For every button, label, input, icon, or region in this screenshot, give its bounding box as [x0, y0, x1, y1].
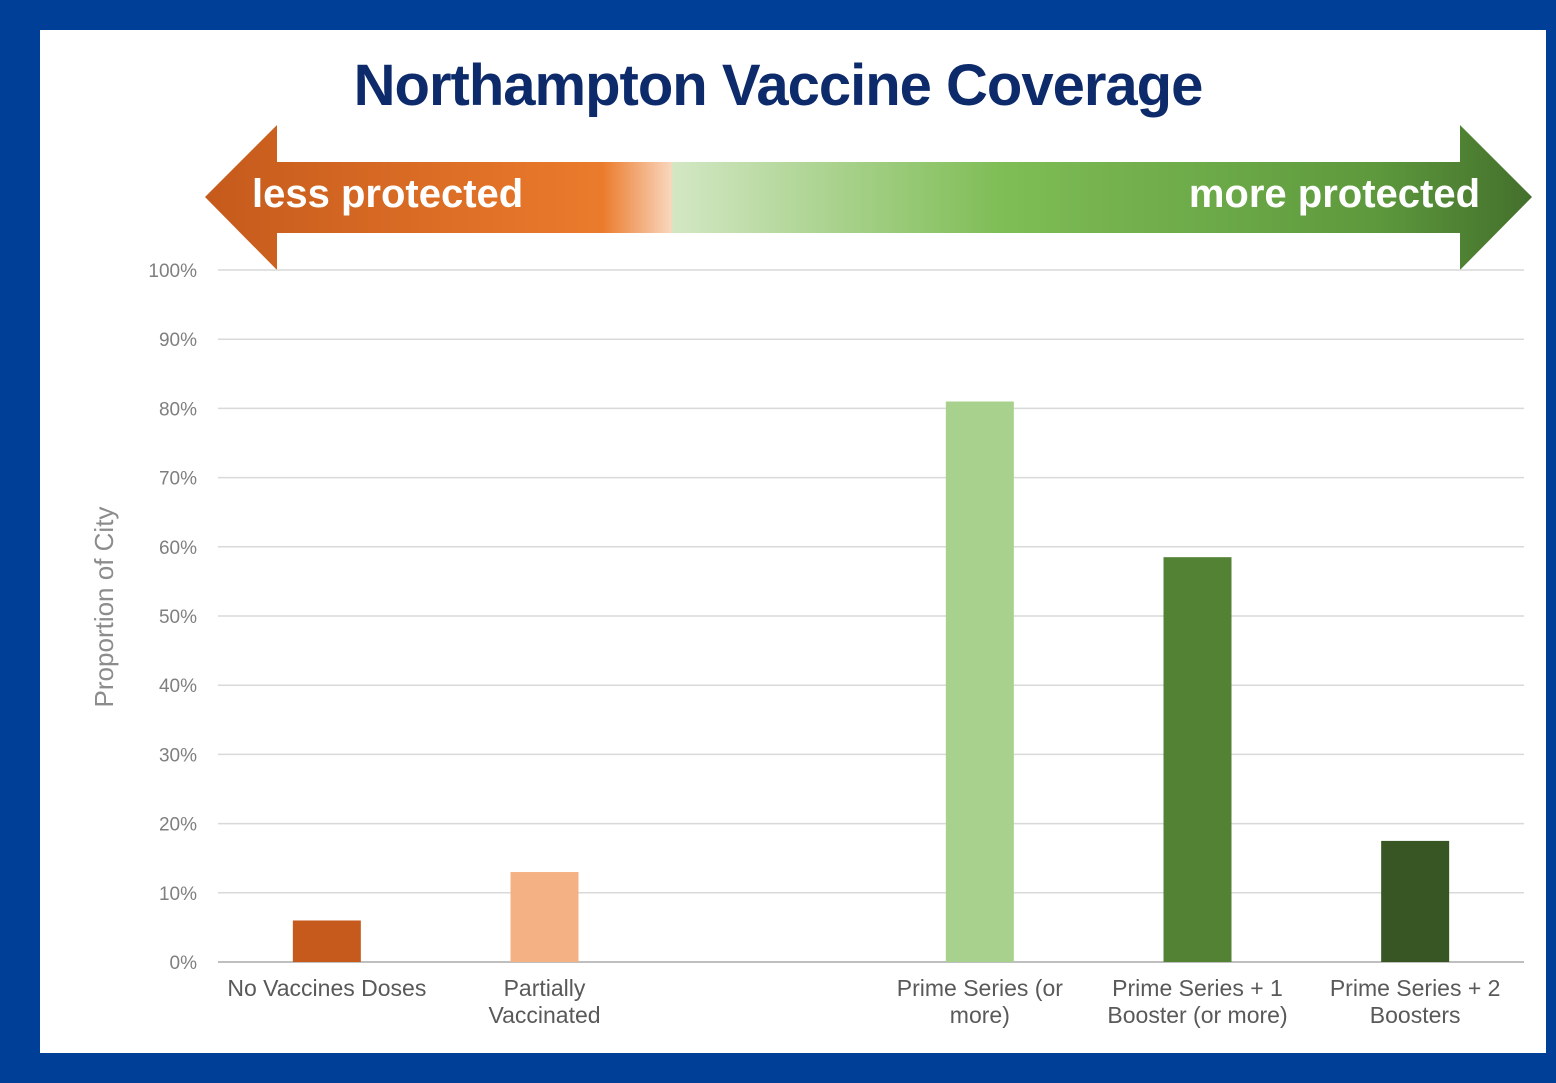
bar — [292, 920, 361, 962]
bar — [1381, 840, 1450, 962]
x-tick-label: Prime Series (or — [897, 975, 1063, 1001]
x-tick-label: Vaccinated — [488, 1002, 600, 1028]
x-tick-label: Prime Series + 1 — [1112, 975, 1283, 1001]
bar — [1163, 557, 1232, 962]
y-tick-label: 10% — [159, 884, 197, 905]
x-tick-label: more) — [950, 1002, 1010, 1028]
protection-scale-arrow — [205, 125, 1532, 270]
y-tick-label: 80% — [159, 399, 197, 420]
x-tick-label: Partially — [504, 975, 586, 1001]
y-tick-label: 100% — [148, 261, 197, 282]
bar — [945, 401, 1014, 963]
bar — [510, 872, 579, 962]
more-protected-label: more protected — [1188, 172, 1480, 216]
x-tick-label: Prime Series + 2 — [1330, 975, 1501, 1001]
y-tick-label: 90% — [159, 330, 197, 351]
less-protected-label: less protected — [252, 172, 524, 216]
y-tick-label: 20% — [159, 815, 197, 836]
y-axis-label: Proportion of City — [89, 507, 119, 708]
y-tick-label: 0% — [170, 953, 198, 974]
x-tick-label: No Vaccines Doses — [227, 975, 426, 1001]
chart-title: Northampton Vaccine Coverage — [353, 53, 1204, 118]
y-tick-label: 40% — [159, 676, 197, 697]
y-tick-label: 50% — [159, 607, 197, 628]
y-tick-label: 70% — [159, 469, 197, 490]
y-tick-label: 60% — [159, 538, 197, 559]
x-tick-label: Booster (or more) — [1107, 1002, 1287, 1028]
y-tick-label: 30% — [159, 745, 197, 766]
x-tick-label: Boosters — [1370, 1002, 1461, 1028]
